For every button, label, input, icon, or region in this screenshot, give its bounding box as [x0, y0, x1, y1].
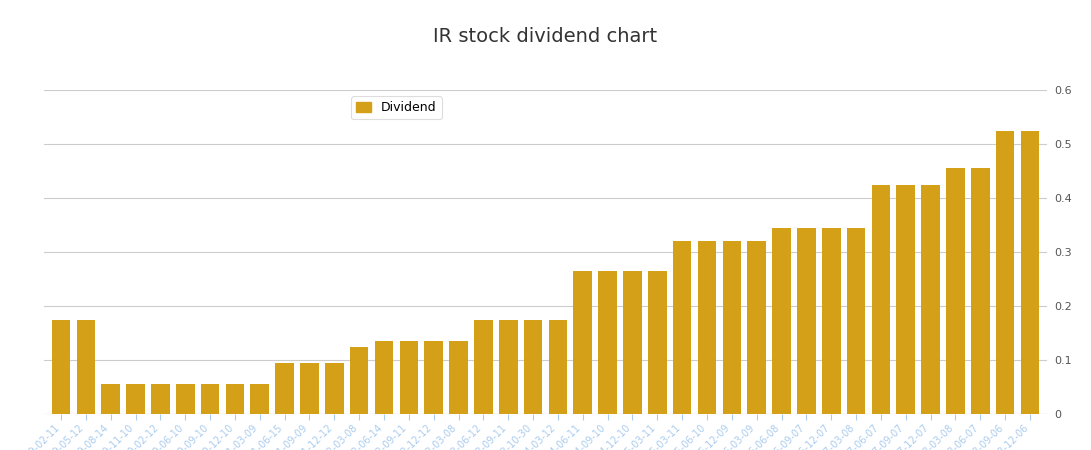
Bar: [475, 320, 493, 414]
Legend: Dividend: Dividend: [351, 96, 442, 119]
Bar: [623, 271, 642, 414]
Bar: [822, 228, 840, 414]
Bar: [350, 346, 369, 414]
Text: IR stock dividend chart: IR stock dividend chart: [433, 27, 658, 46]
Bar: [499, 320, 517, 414]
Bar: [449, 341, 468, 414]
Bar: [325, 363, 344, 414]
Bar: [921, 184, 940, 414]
Bar: [524, 320, 542, 414]
Bar: [399, 341, 418, 414]
Bar: [424, 341, 443, 414]
Bar: [176, 384, 194, 414]
Bar: [251, 384, 269, 414]
Bar: [275, 363, 293, 414]
Bar: [549, 320, 567, 414]
Bar: [897, 184, 915, 414]
Bar: [772, 228, 791, 414]
Bar: [76, 320, 95, 414]
Bar: [971, 168, 990, 414]
Bar: [648, 271, 667, 414]
Bar: [798, 228, 816, 414]
Bar: [574, 271, 592, 414]
Bar: [847, 228, 865, 414]
Bar: [374, 341, 394, 414]
Bar: [673, 241, 692, 414]
Bar: [747, 241, 766, 414]
Bar: [51, 320, 70, 414]
Bar: [101, 384, 120, 414]
Bar: [946, 168, 964, 414]
Bar: [300, 363, 319, 414]
Bar: [201, 384, 219, 414]
Bar: [1021, 130, 1040, 414]
Bar: [872, 184, 890, 414]
Bar: [722, 241, 741, 414]
Bar: [127, 384, 145, 414]
Bar: [996, 130, 1015, 414]
Bar: [226, 384, 244, 414]
Bar: [697, 241, 717, 414]
Bar: [598, 271, 616, 414]
Bar: [151, 384, 170, 414]
